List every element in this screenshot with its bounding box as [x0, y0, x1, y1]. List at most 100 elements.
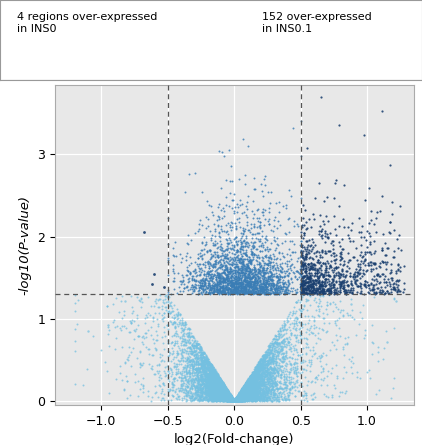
Point [257, 385, 263, 392]
Point [247, 396, 254, 403]
Point [204, 383, 211, 390]
Point [254, 370, 261, 377]
Point [228, 395, 235, 402]
Point [171, 374, 178, 381]
Point [257, 392, 264, 399]
Point [238, 392, 245, 399]
Point [241, 385, 247, 392]
Point [250, 385, 257, 392]
Point [266, 394, 273, 401]
Point [251, 380, 257, 387]
Point [256, 360, 263, 367]
Point [265, 365, 271, 372]
Point [252, 275, 258, 283]
Point [230, 396, 236, 403]
Point [216, 148, 222, 155]
Point [187, 370, 193, 377]
Point [240, 388, 247, 395]
Point [247, 375, 254, 382]
Point [174, 360, 181, 367]
Point [248, 396, 255, 404]
Point [177, 335, 184, 342]
Point [225, 396, 232, 403]
Point [157, 291, 164, 299]
Point [230, 396, 236, 403]
Point [237, 196, 243, 203]
Point [250, 372, 257, 379]
Point [212, 383, 219, 390]
Point [338, 251, 344, 258]
Point [197, 381, 204, 388]
Point [247, 391, 254, 398]
Point [287, 287, 294, 294]
Point [243, 381, 249, 388]
Point [220, 392, 227, 400]
Point [234, 280, 241, 287]
Point [176, 358, 183, 365]
Point [245, 376, 252, 383]
Point [246, 381, 253, 388]
Point [229, 395, 236, 402]
Point [205, 356, 211, 363]
Point [234, 392, 241, 399]
Point [266, 368, 273, 375]
Point [228, 278, 235, 285]
Point [244, 256, 251, 263]
Point [265, 360, 272, 367]
Point [260, 279, 267, 287]
Point [318, 227, 325, 235]
Point [198, 373, 205, 380]
Point [218, 394, 225, 401]
Point [279, 368, 286, 376]
Point [244, 390, 251, 397]
Point [237, 396, 243, 403]
Point [309, 245, 316, 252]
Point [168, 299, 175, 306]
Point [229, 396, 235, 404]
Point [136, 298, 143, 305]
Point [261, 281, 268, 288]
Point [248, 374, 255, 381]
Point [210, 381, 217, 388]
Point [207, 384, 214, 391]
Point [247, 396, 254, 403]
Point [219, 396, 226, 404]
Point [173, 370, 179, 377]
Point [234, 396, 241, 403]
Point [263, 289, 270, 296]
Point [249, 387, 255, 394]
Point [211, 385, 218, 392]
Point [211, 392, 218, 399]
Point [226, 392, 233, 400]
Point [314, 355, 320, 362]
Point [222, 386, 228, 393]
Point [219, 394, 226, 401]
Point [219, 391, 226, 398]
Point [251, 377, 258, 384]
Point [216, 383, 223, 390]
Point [227, 286, 233, 293]
Point [226, 397, 233, 404]
Point [224, 265, 231, 272]
Point [238, 278, 245, 285]
Point [233, 394, 240, 401]
Point [230, 396, 237, 404]
Point [222, 388, 228, 396]
Point [254, 367, 261, 374]
Point [246, 372, 253, 379]
Point [259, 360, 266, 367]
Point [264, 346, 271, 353]
Point [283, 290, 290, 297]
Point [231, 397, 238, 404]
Point [305, 319, 311, 326]
Point [224, 391, 230, 398]
Point [214, 380, 221, 387]
Point [248, 396, 255, 403]
Point [216, 377, 223, 384]
Point [253, 392, 260, 399]
Point [211, 377, 218, 384]
Point [229, 288, 236, 295]
Point [170, 269, 177, 276]
Point [195, 393, 202, 400]
Point [179, 383, 185, 390]
